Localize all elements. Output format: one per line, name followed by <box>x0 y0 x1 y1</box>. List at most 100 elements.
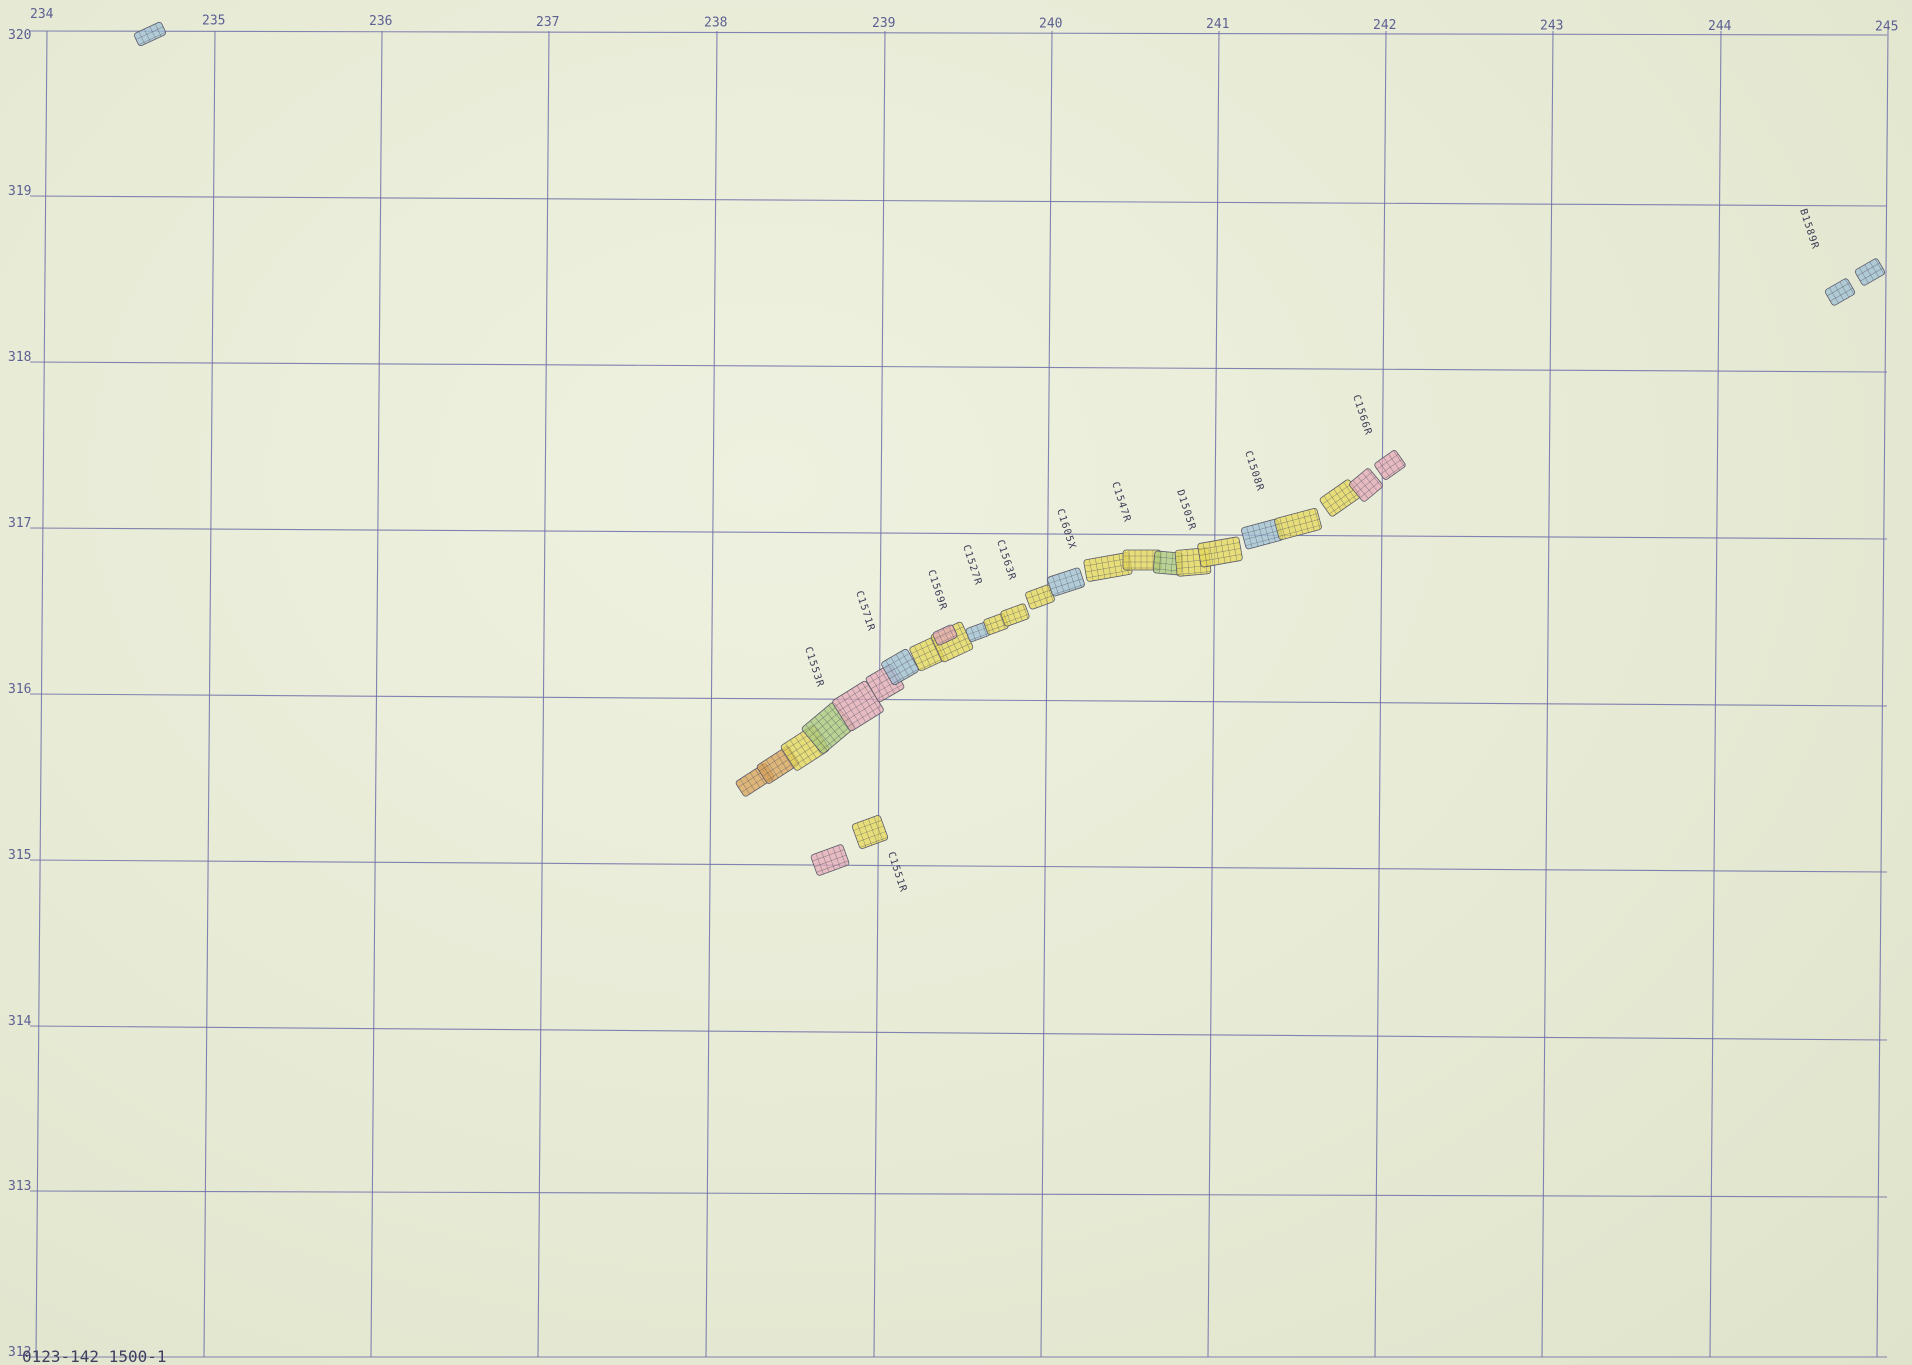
parcel-hatch <box>1328 492 1342 511</box>
parcel-hatch <box>816 719 849 748</box>
parcel-hatch <box>1322 483 1353 505</box>
x-tick-label: 236 <box>369 14 392 29</box>
parcel-hatch <box>970 627 976 641</box>
parcel-hatch <box>1383 457 1396 474</box>
parcel-hatch <box>875 672 890 697</box>
parcel-cell <box>1000 603 1030 627</box>
parcel-hatch <box>1278 524 1322 537</box>
parcel-hatch <box>934 629 955 639</box>
parcel-hatch <box>942 628 950 642</box>
parcel-hatch <box>919 642 931 667</box>
parcel-hatch <box>1285 515 1292 538</box>
parcel-hatch <box>1086 569 1132 579</box>
parcel-hatch <box>799 733 817 759</box>
y-tick-label: 315 <box>8 848 31 863</box>
parcel-hatch <box>1343 481 1357 501</box>
parcel-hatch <box>838 845 847 866</box>
parcel-hatch <box>913 646 940 660</box>
parcel-hatch <box>144 28 151 42</box>
parcel-hatch <box>1844 278 1855 295</box>
parcel-label: C1563R <box>994 539 1017 582</box>
parcel-hatch <box>1291 514 1298 536</box>
parcel-hatch <box>834 685 869 707</box>
parcel-hatch <box>873 816 884 842</box>
parcel-hatch <box>789 739 807 766</box>
grid-line-horizontal <box>29 1025 1888 1041</box>
parcel-hatch <box>1063 572 1071 592</box>
parcel-hatch <box>837 690 872 712</box>
y-tick-label: 317 <box>8 516 31 531</box>
parcel-cell <box>932 624 958 646</box>
parcel-hatch <box>1057 573 1065 594</box>
grid-line-vertical <box>203 30 216 1358</box>
parcel-hatch <box>855 825 884 837</box>
parcel-hatch <box>918 657 945 671</box>
parcel-hatch <box>883 653 910 669</box>
parcel-hatch <box>1242 524 1280 535</box>
x-tick-label: 244 <box>1708 19 1732 34</box>
parcel-hatch <box>1338 485 1352 504</box>
parcel-hatch <box>1177 571 1211 575</box>
parcel-hatch <box>937 634 958 645</box>
parcel-hatch <box>804 705 838 734</box>
y-tick-label: 316 <box>8 682 31 697</box>
parcel-hatch <box>892 668 919 685</box>
grid-line-horizontal <box>29 1190 1888 1198</box>
parcel-labels: C1553R C1571R C1569R C1527R C1563R C1605X C154… <box>802 208 1820 894</box>
grid-line-vertical <box>370 30 383 1358</box>
parcel-hatch <box>1376 454 1399 470</box>
parcel-hatch <box>1030 590 1037 608</box>
parcel-hatch <box>1089 559 1094 581</box>
parcel-cell <box>1274 507 1322 541</box>
parcel-hatch <box>901 651 915 674</box>
parcel-hatch <box>911 641 937 654</box>
parcel-hatch <box>993 616 1000 632</box>
parcel-hatch <box>1022 603 1029 619</box>
grid-line-horizontal <box>29 30 1888 36</box>
parcel-segment <box>983 613 1009 635</box>
x-tick-label: 239 <box>872 16 895 31</box>
parcel-hatch <box>1864 264 1874 281</box>
parcel-hatch <box>820 724 853 752</box>
parcel-hatch <box>819 712 842 740</box>
parcel-hatch <box>805 724 828 751</box>
parcel-hatch <box>1874 258 1885 275</box>
x-tick-label: 235 <box>202 14 225 29</box>
parcel-hatch <box>853 820 882 831</box>
parcel-hatch <box>840 695 876 717</box>
parcel-hatch <box>1069 570 1076 590</box>
parcel-hatch <box>1834 284 1844 301</box>
parcel-hatch <box>1100 556 1106 579</box>
parcel-hatch <box>1048 572 1082 584</box>
parcel-hatch <box>957 622 971 651</box>
parcel-segment <box>1000 603 1030 627</box>
parcel-label: C1508R <box>1242 450 1265 493</box>
parcel-hatch <box>1047 584 1054 602</box>
y-tick-label: 318 <box>8 350 31 365</box>
parcel-hatch <box>1859 267 1869 284</box>
x-axis-labels: 234 235 236 237 238 239 240 241 242 243 244 245 <box>30 7 1898 35</box>
parcel-label: C1569R <box>925 569 948 612</box>
parcel-hatch <box>895 654 910 677</box>
parcel-hatch <box>828 705 851 732</box>
parcel-label: C1571R <box>853 590 876 633</box>
parcel-hatch <box>1383 463 1406 480</box>
parcel-hatch <box>1839 281 1850 298</box>
parcel-segment <box>1349 468 1383 502</box>
parcel-hatch <box>940 642 972 658</box>
parcel-cell <box>1374 450 1406 480</box>
parcel-segment <box>932 624 958 646</box>
parcel-hatch <box>1830 287 1853 302</box>
parcel-hatch <box>1170 552 1174 575</box>
grid-line-vertical <box>1876 30 1889 1358</box>
parcel-hatch <box>149 26 156 40</box>
parcel-hatch <box>744 775 756 791</box>
parcel-segment <box>1197 536 1243 568</box>
parcel-hatch <box>986 623 1008 632</box>
parcel-segment <box>810 844 850 876</box>
grid-line-vertical <box>1541 30 1554 1358</box>
parcel-hatch <box>916 652 942 665</box>
parcel-hatch <box>1164 551 1168 574</box>
parcel-segment <box>1854 258 1886 286</box>
